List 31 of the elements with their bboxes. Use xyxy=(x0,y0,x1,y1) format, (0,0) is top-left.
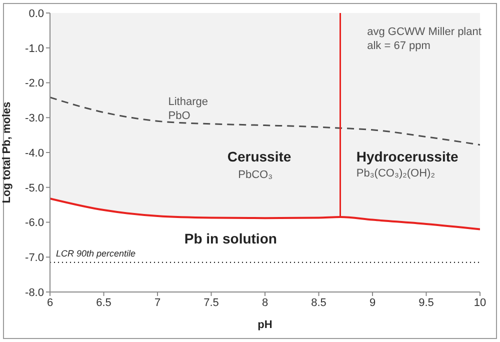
x-tick-label: 7 xyxy=(154,296,161,309)
y-tick-label: -8.0 xyxy=(25,286,44,299)
line-series xyxy=(50,96,480,146)
annotation: Litharge xyxy=(168,96,208,108)
x-tick-label: 9 xyxy=(369,296,376,309)
ref-line-label: LCR 90th percentile xyxy=(56,248,136,258)
x-tick-label: 7.5 xyxy=(204,296,219,309)
x-tick-label: 9.5 xyxy=(418,296,434,309)
x-tick-label: 6 xyxy=(46,296,54,309)
y-axis-title: Log total Pb, moles xyxy=(0,102,13,204)
y-tick-label: -5.0 xyxy=(25,182,44,194)
x-tick-label: 6.5 xyxy=(96,296,112,309)
annotation: PbCO₃ xyxy=(238,169,273,182)
x-tick-label: 10 xyxy=(474,296,486,309)
y-tick-label: -1.0 xyxy=(25,42,44,55)
y-tick-label: -2.0 xyxy=(25,78,44,90)
annotation: Pb₃(CO₃)₂(OH)₂ xyxy=(356,167,435,180)
y-tick-label: -3.0 xyxy=(25,112,44,125)
annotation: avg GCWW Miller plant xyxy=(367,26,482,38)
x-tick-label: 8.5 xyxy=(311,296,326,309)
x-tick-label: 8 xyxy=(262,296,268,309)
annotation: Hydrocerussite xyxy=(356,148,459,164)
y-tick-label: -6.0 xyxy=(25,217,44,230)
annotation: Pb in solution xyxy=(184,230,277,246)
annotation: alk = 67 ppm xyxy=(367,40,430,52)
y-tick-label: -7.0 xyxy=(25,252,44,264)
x-axis-title: pH xyxy=(258,319,272,331)
annotation: PbO xyxy=(168,110,191,122)
y-tick-label: -4.0 xyxy=(25,147,44,160)
annotation: Cerussite xyxy=(227,148,292,164)
y-tick-label: 0.0 xyxy=(28,8,44,20)
